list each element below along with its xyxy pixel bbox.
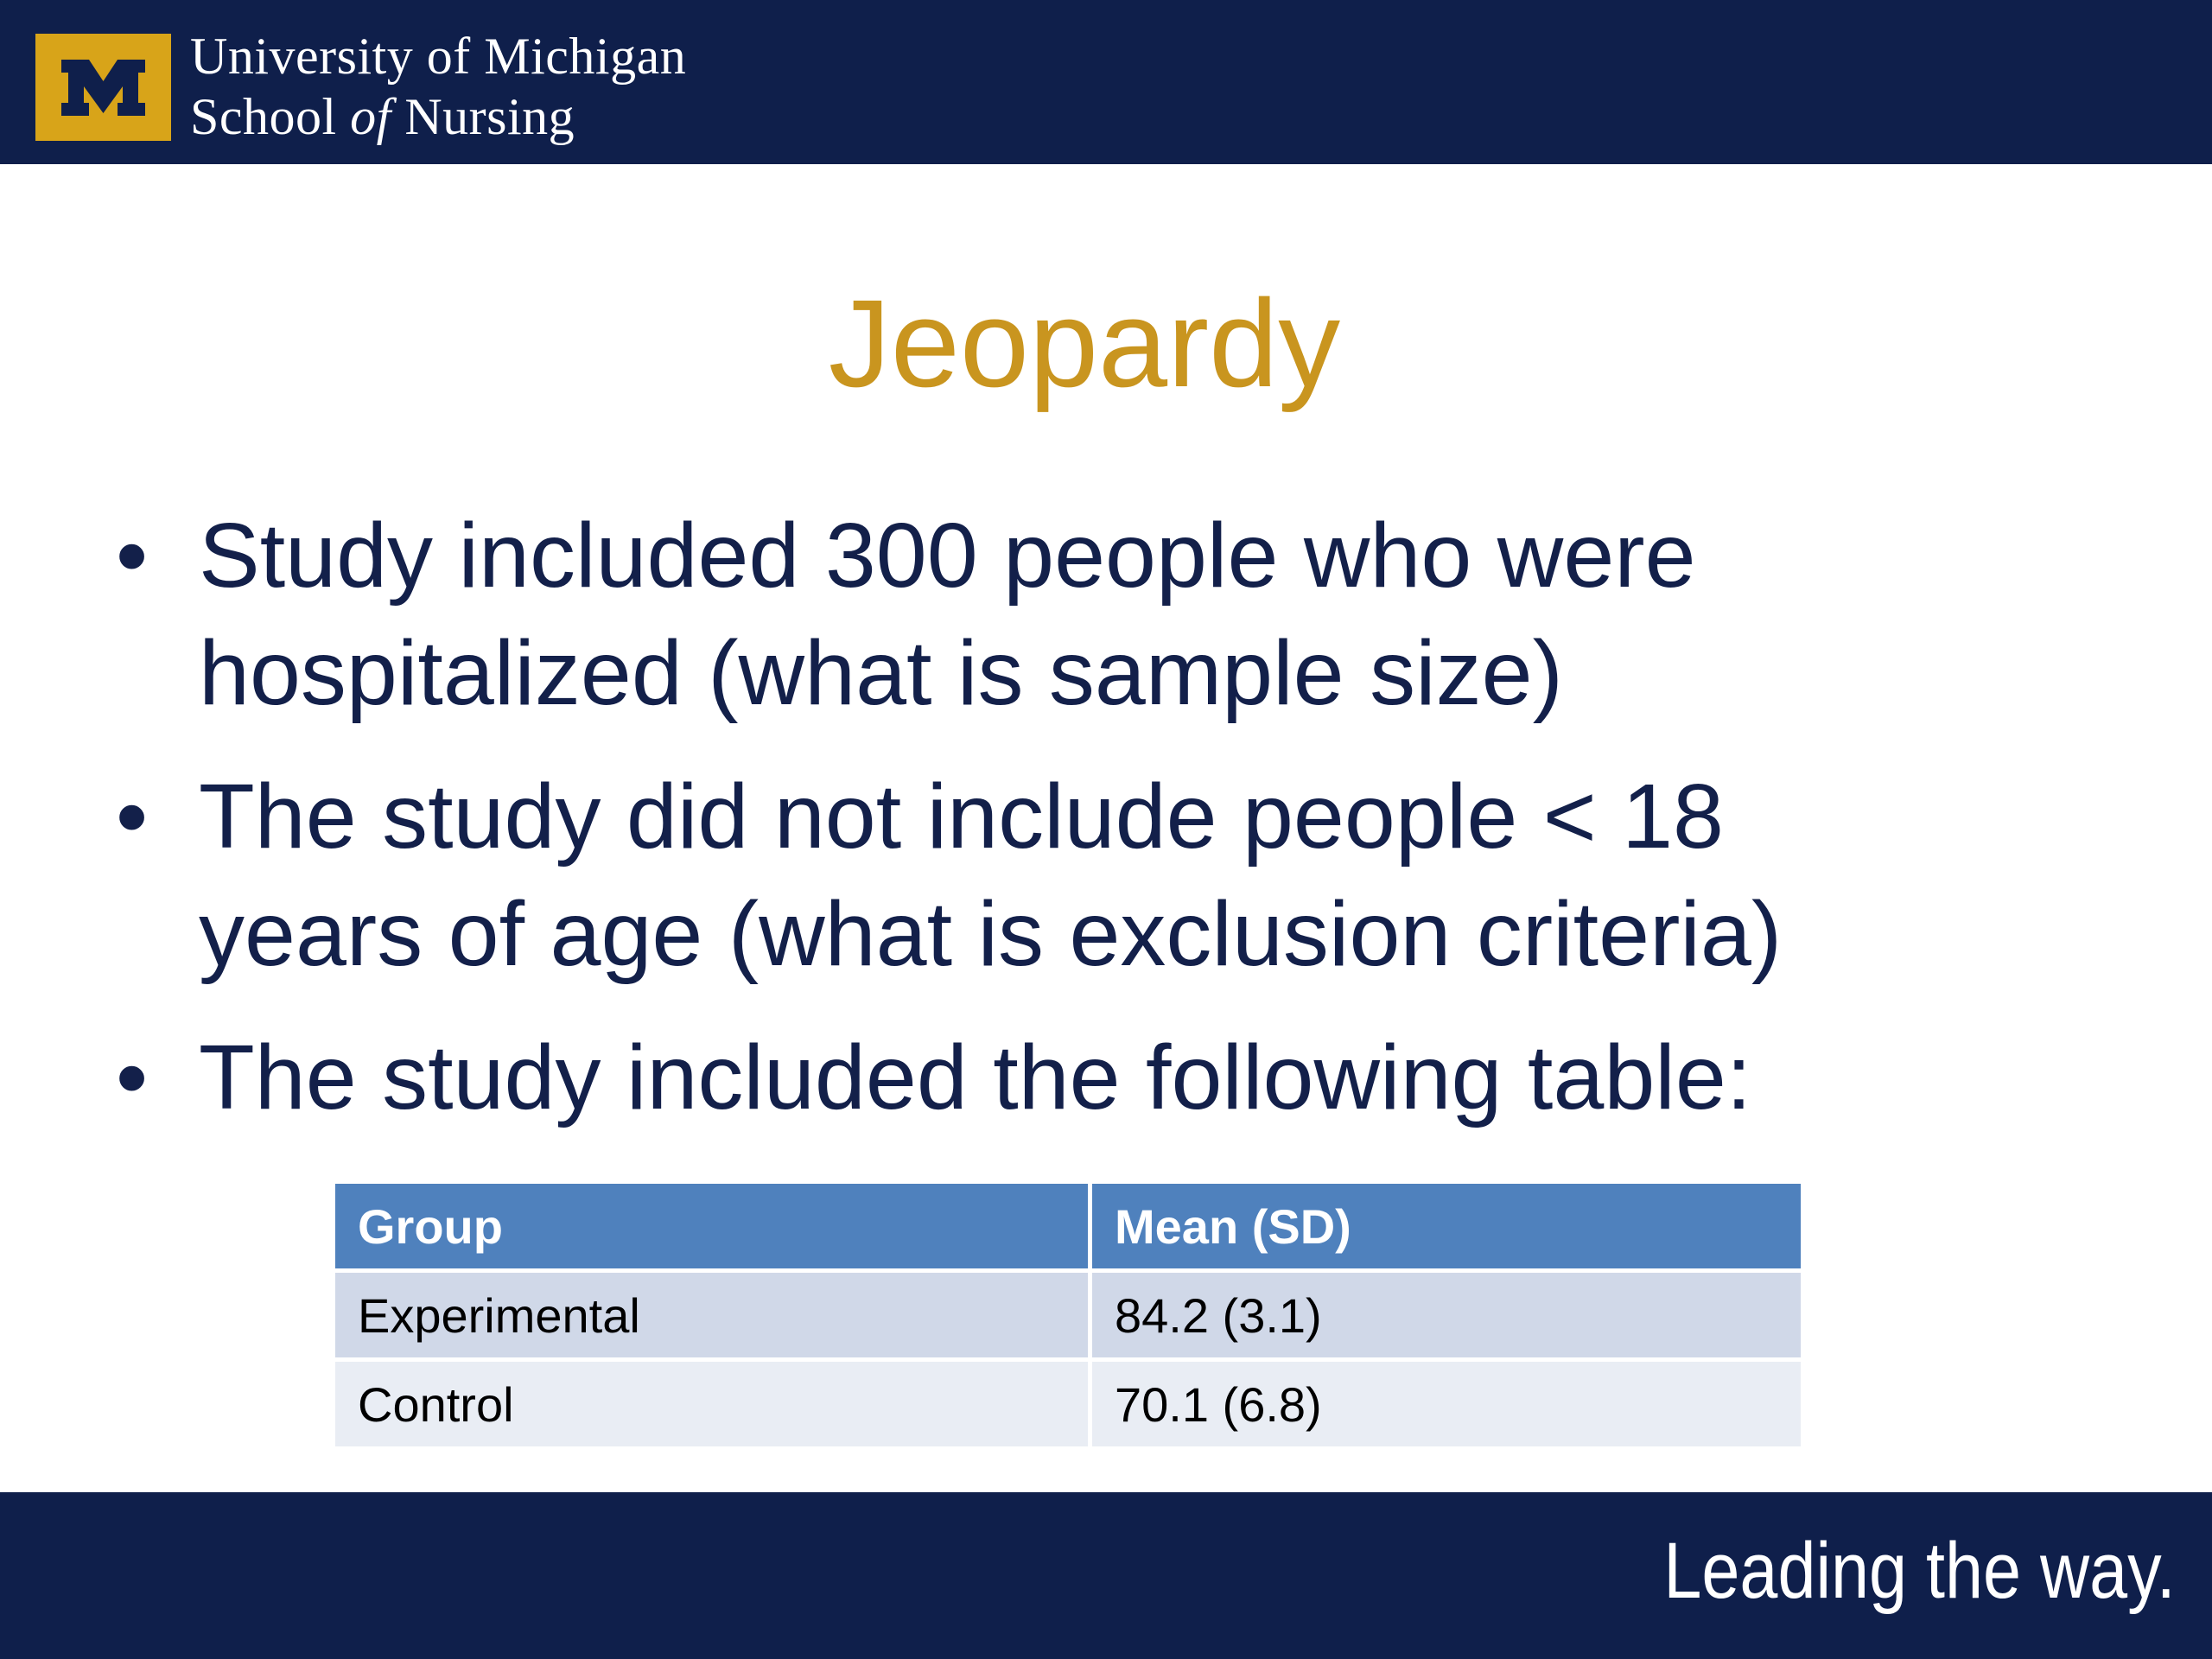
bullet-text: The study included the following table: xyxy=(199,1027,1752,1128)
block-m-logo xyxy=(35,34,171,141)
bullet-icon: • xyxy=(116,1027,149,1128)
bullet-icon: • xyxy=(116,766,149,868)
table-cell-group: Experimental xyxy=(331,1268,1092,1362)
brand-name: University of Michigan School of Nursing xyxy=(190,26,686,147)
header-bar: University of Michigan School of Nursing xyxy=(0,0,2212,164)
bullet-text: hospitalized (what is sample size) xyxy=(199,622,1563,724)
column-header-mean-sd: Mean (SD) xyxy=(1088,1179,1805,1273)
brand-university: University of Michigan xyxy=(190,28,687,85)
column-header-group: Group xyxy=(331,1179,1092,1273)
table-header-row: Group Mean (SD) xyxy=(331,1179,1805,1273)
table-cell-mean-sd: 84.2 (3.1) xyxy=(1088,1268,1805,1362)
footer-bar: Leading the way. xyxy=(0,1492,2212,1659)
brand-school: School of Nursing xyxy=(190,88,575,145)
bullet-icon: • xyxy=(116,505,149,607)
table-cell-mean-sd: 70.1 (6.8) xyxy=(1088,1357,1805,1451)
bullet-text: Study included 300 people who were xyxy=(199,505,1696,607)
bullet-text: The study did not include people < 18 xyxy=(199,766,1724,868)
slide-title: Jeopardy xyxy=(828,274,1341,413)
bullet-item-sample-size: • Study included 300 people who were hos… xyxy=(112,497,2117,732)
bullet-list: • Study included 300 people who were hos… xyxy=(112,497,2117,1162)
tagline: Leading the way. xyxy=(1663,1527,2176,1615)
block-m-icon xyxy=(61,60,145,116)
results-table: Group Mean (SD) Experimental 84.2 (3.1) … xyxy=(331,1179,1805,1451)
table-row: Control 70.1 (6.8) xyxy=(331,1357,1805,1451)
table-cell-group: Control xyxy=(331,1357,1092,1451)
bullet-item-table: • The study included the following table… xyxy=(112,1019,2117,1136)
bullet-text: years of age (what is exclusion criteria… xyxy=(199,883,1783,985)
bullet-item-exclusion: • The study did not include people < 18 … xyxy=(112,758,2117,993)
table-row: Experimental 84.2 (3.1) xyxy=(331,1268,1805,1362)
